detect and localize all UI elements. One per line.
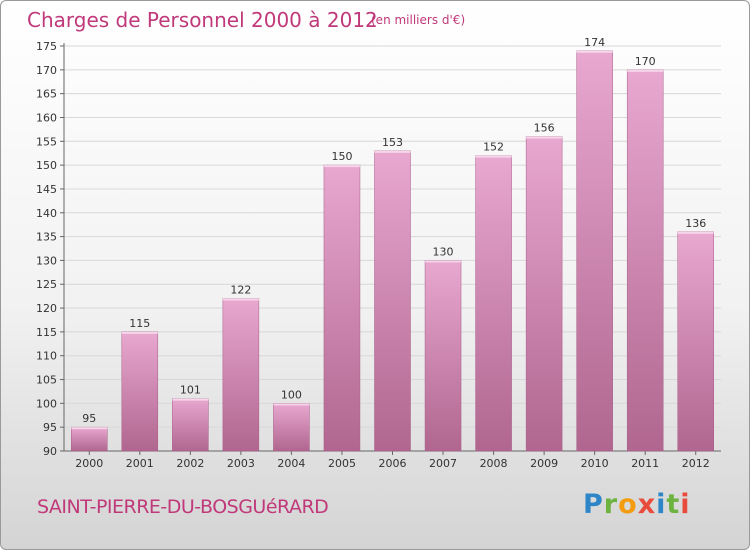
- logo-letter: r: [603, 489, 619, 520]
- bar: [121, 331, 159, 452]
- x-tick-label: 2009: [530, 457, 558, 470]
- bar: [626, 69, 664, 452]
- y-tick-label: 100: [36, 397, 57, 410]
- proxiti-logo[interactable]: Proxiti: [583, 489, 691, 520]
- bar: [525, 136, 563, 452]
- bar-highlight: [475, 155, 512, 158]
- x-tick-label: 2010: [581, 457, 609, 470]
- y-tick-label: 95: [43, 421, 57, 434]
- labels: 90 95 100 105 110 115 120 125 130 135 140 145 150 155…: [36, 36, 710, 470]
- bar-highlight: [323, 165, 360, 168]
- bar: [374, 150, 411, 452]
- y-tick-label: 105: [36, 374, 57, 387]
- bar-value-label: 150: [331, 150, 352, 163]
- y-tick-label: 135: [36, 231, 57, 244]
- y-tick-label: 115: [36, 326, 57, 339]
- bar-highlight: [425, 260, 462, 263]
- y-tick-label: 140: [36, 207, 57, 220]
- bar-highlight: [627, 69, 664, 72]
- x-tick-label: 2005: [328, 457, 356, 470]
- chart-subtitle: (en milliers d'€): [371, 13, 466, 27]
- x-tick-label: 2000: [75, 457, 103, 470]
- bar: [424, 260, 462, 452]
- commune-name: SAINT-PIERRE-DU-BOSGUéRARD: [37, 496, 329, 518]
- logo-letter: P: [583, 489, 604, 520]
- y-tick-label: 160: [36, 111, 57, 124]
- bar-highlight: [374, 150, 411, 153]
- y-tick-label: 120: [36, 302, 57, 315]
- bar-highlight: [121, 331, 158, 334]
- bar: [222, 298, 260, 452]
- y-tick-label: 165: [36, 88, 57, 101]
- bar: [323, 164, 361, 452]
- y-tick-label: 150: [36, 159, 57, 172]
- y-tick-label: 175: [36, 40, 57, 53]
- bar-value-label: 152: [483, 141, 504, 154]
- bar: [71, 426, 108, 452]
- bar-value-label: 136: [685, 217, 706, 230]
- x-tick-label: 2007: [429, 457, 457, 470]
- y-tick-label: 90: [43, 445, 57, 458]
- x-tick-label: 2011: [631, 457, 659, 470]
- bar-highlight: [677, 231, 714, 234]
- bar-value-label: 115: [129, 317, 150, 330]
- bar: [677, 231, 714, 452]
- y-tick-label: 170: [36, 64, 57, 77]
- x-tick-label: 2008: [480, 457, 508, 470]
- x-tick-label: 2002: [176, 457, 204, 470]
- bar-highlight: [71, 427, 108, 430]
- logo-letter: o: [618, 489, 638, 520]
- bar: [273, 403, 310, 452]
- y-tick-label: 125: [36, 278, 57, 291]
- bar-highlight: [576, 50, 613, 53]
- bars: [71, 50, 714, 452]
- bar-value-label: 130: [433, 245, 454, 258]
- y-tick-label: 110: [36, 350, 57, 363]
- bar: [172, 398, 209, 452]
- bar-highlight: [526, 136, 563, 139]
- bar-value-label: 153: [382, 136, 403, 149]
- x-tick-label: 2012: [682, 457, 710, 470]
- bar-value-label: 95: [82, 412, 96, 425]
- bar-value-label: 100: [281, 388, 302, 401]
- y-tick-label: 155: [36, 135, 57, 148]
- bar: [576, 50, 613, 452]
- x-tick-label: 2001: [126, 457, 154, 470]
- bar-value-label: 122: [230, 284, 251, 297]
- x-tick-label: 2006: [379, 457, 407, 470]
- x-tick-label: 2003: [227, 457, 255, 470]
- logo-letter: i: [680, 489, 691, 520]
- logo-letter: t: [666, 489, 681, 520]
- chart-title: Charges de Personnel 2000 à 2012: [27, 8, 378, 32]
- bar-value-label: 170: [635, 55, 656, 68]
- bar-highlight: [273, 403, 310, 406]
- logo-letter: i: [656, 489, 667, 520]
- bar-highlight: [172, 398, 209, 401]
- logo-letter: x: [637, 489, 657, 520]
- x-tick-label: 2004: [277, 457, 305, 470]
- y-tick-label: 130: [36, 254, 57, 267]
- bar-value-label: 101: [180, 384, 201, 397]
- y-tick-label: 145: [36, 183, 57, 196]
- bar: [475, 155, 512, 452]
- bar-value-label: 156: [534, 122, 555, 135]
- bar-highlight: [222, 298, 259, 301]
- bar-value-label: 174: [584, 36, 605, 49]
